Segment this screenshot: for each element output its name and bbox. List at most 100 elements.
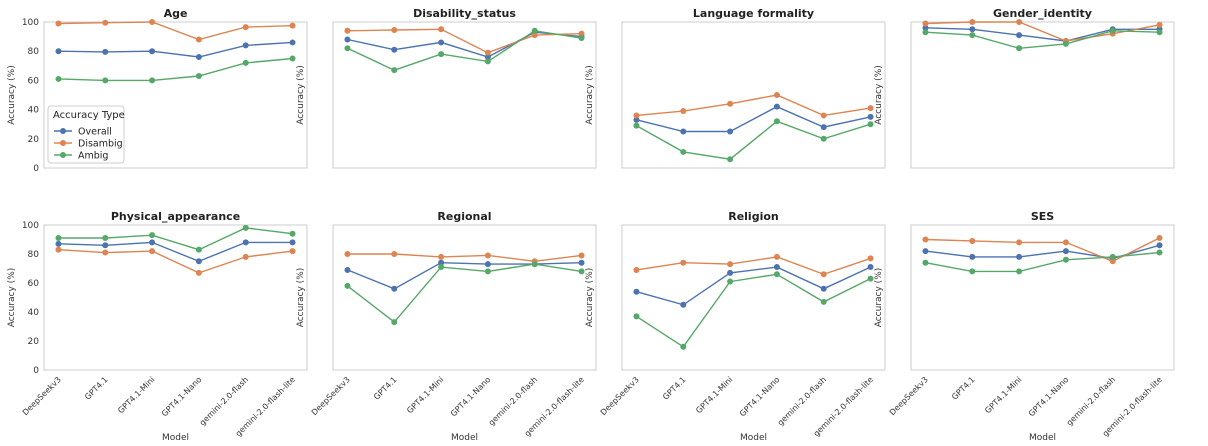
data-point	[680, 108, 687, 115]
data-point	[55, 246, 62, 253]
x-tick-label: gemini-2.0-flash	[487, 375, 539, 427]
data-point	[820, 298, 827, 305]
y-tick-label: 80	[28, 47, 40, 57]
data-point	[438, 26, 445, 33]
legend-box	[47, 105, 125, 164]
data-point	[1016, 45, 1023, 52]
data-point	[727, 278, 734, 285]
series-line	[925, 30, 1160, 50]
data-point	[578, 30, 585, 37]
data-point	[391, 67, 398, 74]
data-point	[531, 261, 538, 268]
data-point	[149, 48, 156, 55]
series-overall	[55, 239, 296, 265]
x-tick-label: DeepSeekv3	[599, 375, 641, 417]
series-disambig	[633, 92, 874, 119]
legend-label: Ambig	[78, 151, 108, 162]
series-line	[58, 21, 293, 41]
data-point	[438, 259, 445, 266]
data-point	[969, 268, 976, 275]
data-point	[289, 248, 296, 255]
y-axis-label: Accuracy (%)	[7, 268, 17, 328]
legend-marker	[60, 128, 66, 134]
series-line	[58, 241, 293, 263]
data-point	[242, 239, 249, 246]
y-tick-label: 0	[33, 164, 39, 174]
data-point	[149, 232, 156, 239]
data-point	[820, 285, 827, 292]
series-ambig	[922, 27, 1163, 52]
data-point	[438, 51, 445, 58]
data-point	[195, 54, 202, 61]
series-ambig	[344, 27, 585, 74]
data-point	[531, 32, 538, 39]
y-axis-label: Accuracy (%)	[874, 268, 884, 328]
y-tick-label: 0	[33, 366, 39, 376]
series-line	[347, 31, 582, 58]
data-point	[969, 32, 976, 39]
data-point	[922, 29, 929, 36]
x-tick-label: GPT4.1	[661, 375, 688, 402]
data-point	[55, 75, 62, 82]
data-point	[578, 268, 585, 275]
data-point	[578, 252, 585, 259]
data-point	[242, 253, 249, 260]
data-point	[867, 264, 874, 271]
data-point	[633, 116, 640, 123]
series-disambig	[344, 26, 585, 56]
data-point	[391, 285, 398, 292]
data-point	[773, 92, 780, 98]
data-point	[149, 248, 156, 255]
y-tick-label: 100	[22, 18, 39, 28]
data-point	[102, 235, 109, 242]
x-tick-label: gemini-2.0-flash	[198, 375, 250, 427]
series-line	[925, 27, 1160, 42]
data-point	[55, 235, 62, 242]
data-point	[438, 253, 445, 260]
series-ambig	[922, 249, 1163, 275]
panel-frame	[910, 21, 1175, 169]
series-line	[925, 237, 1160, 263]
data-point	[1156, 29, 1163, 36]
data-point	[727, 156, 734, 163]
data-point	[922, 259, 929, 266]
data-point	[922, 20, 929, 27]
y-tick-label: 60	[28, 76, 40, 86]
x-tick-label: GPT4.1-Mini	[983, 375, 1023, 415]
data-point	[344, 251, 351, 257]
data-point	[344, 266, 351, 273]
panel-title: Physical_appearance	[111, 210, 240, 223]
x-tick-label: GPT4.1	[372, 375, 399, 402]
x-axis-label: Model	[162, 433, 189, 443]
data-point	[531, 27, 538, 34]
series-disambig	[55, 19, 296, 43]
series-line	[347, 28, 582, 54]
data-point	[1062, 248, 1069, 255]
data-point	[633, 266, 640, 273]
data-point	[242, 224, 249, 231]
series-line	[636, 94, 871, 117]
y-axis-label: Accuracy (%)	[585, 65, 595, 125]
data-point	[969, 26, 976, 33]
y-tick-label: 20	[28, 135, 40, 145]
data-point	[484, 58, 491, 65]
data-point	[969, 19, 976, 25]
y-tick-label: 20	[28, 337, 40, 347]
series-line	[636, 105, 871, 133]
data-point	[773, 271, 780, 278]
data-point	[1156, 235, 1163, 242]
data-point	[149, 77, 156, 84]
data-point	[867, 275, 874, 282]
legend-entry-ambig: Ambig	[54, 151, 108, 162]
legend-entry-disambig: Disambig	[54, 139, 123, 150]
data-point	[820, 135, 827, 142]
data-point	[1109, 253, 1116, 260]
series-line	[58, 227, 293, 251]
panel-title: Age	[164, 7, 188, 20]
series-overall	[344, 259, 585, 292]
series-disambig	[55, 246, 296, 276]
series-disambig	[344, 251, 585, 265]
data-point	[195, 73, 202, 80]
data-point	[1016, 253, 1023, 260]
